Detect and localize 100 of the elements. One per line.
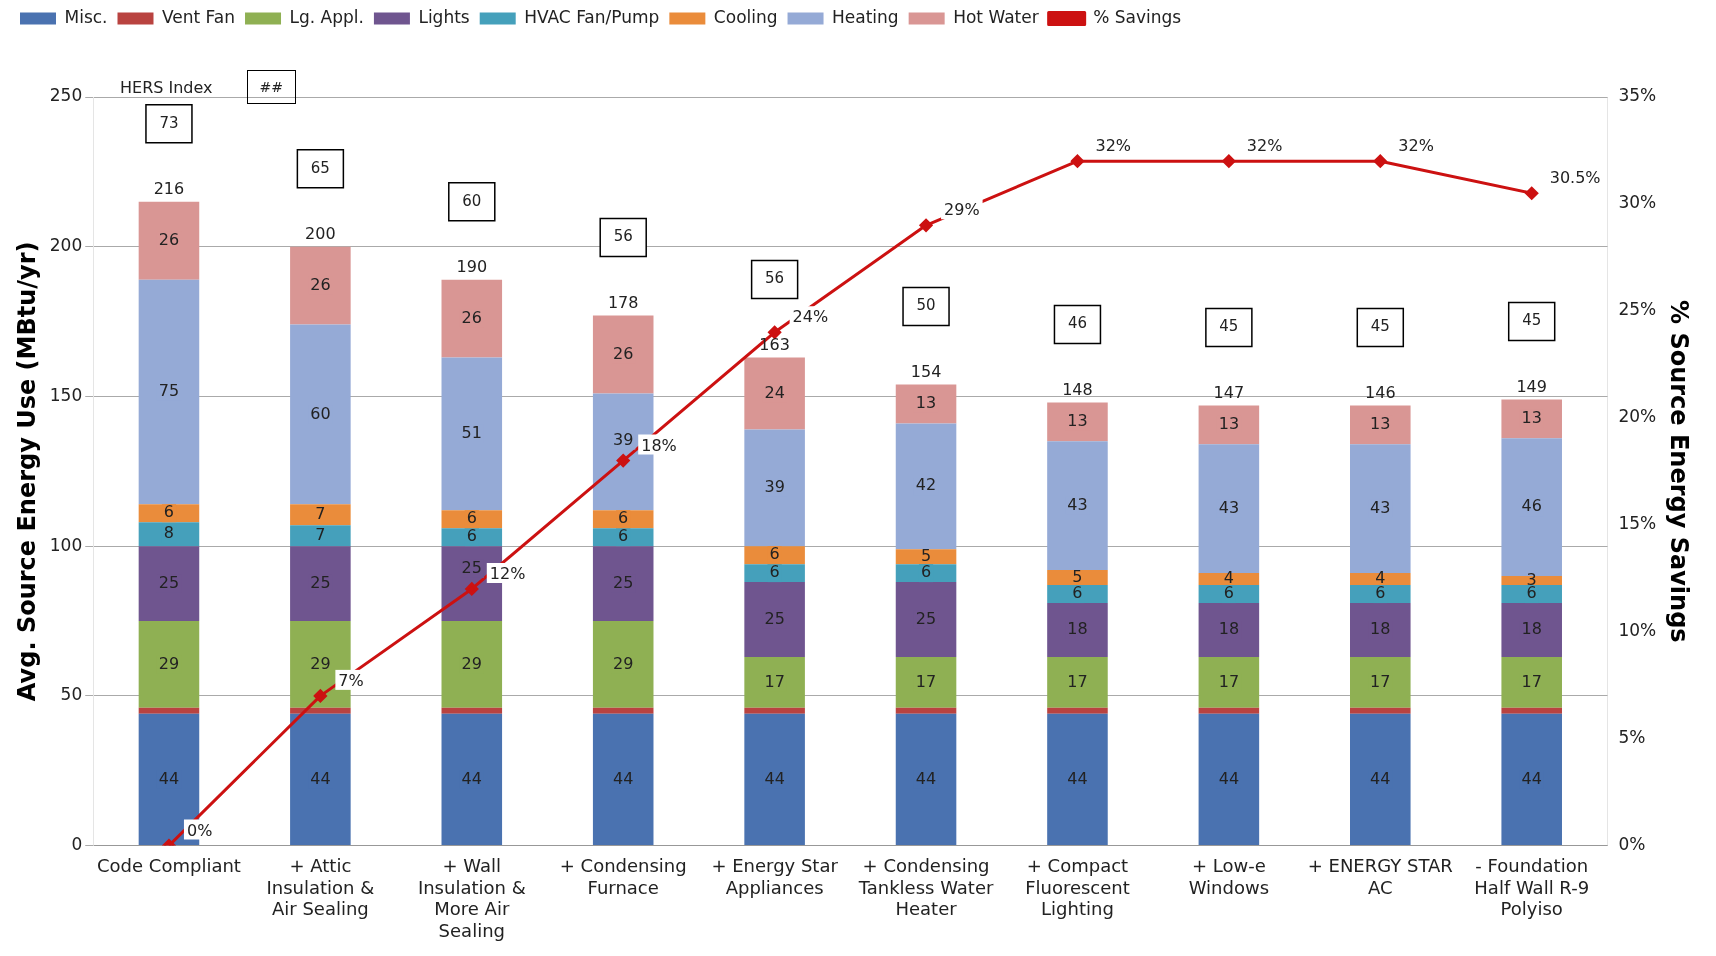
data-label: 39 [764, 476, 785, 496]
data-label: 7 [315, 524, 326, 544]
data-label: 44 [613, 768, 634, 788]
data-label: 25 [461, 558, 482, 578]
data-label: 60 [310, 403, 331, 423]
point [465, 582, 479, 596]
bar [744, 656, 805, 708]
bar [744, 582, 805, 657]
data-label: 7% [338, 671, 364, 691]
legend-label: % Savings [1093, 6, 1182, 27]
data-label: 29% [944, 200, 980, 220]
bar [290, 713, 351, 846]
data-label: 5 [920, 545, 932, 565]
annotation: 45 [1522, 311, 1542, 330]
point [768, 325, 782, 339]
legend-label: Hot Water [953, 6, 1039, 27]
data-label: 6 [618, 526, 629, 546]
data-label: 26 [310, 274, 331, 294]
bar [138, 621, 200, 708]
annotation: 73 [159, 113, 179, 132]
data-label: 43 [1370, 497, 1391, 517]
total-label: 200 [305, 223, 336, 243]
data-label: 44 [1067, 768, 1088, 788]
bar [592, 315, 654, 394]
total-label: 147 [1213, 382, 1245, 402]
bar [290, 246, 351, 325]
x-tick-label: + Compact Fluorescent Lighting [1025, 855, 1130, 920]
annotation: 45 [1219, 317, 1239, 336]
total-label: 148 [1062, 379, 1093, 399]
data-label: 51 [461, 423, 482, 443]
data-label: 13 [1521, 408, 1542, 428]
data-label: 6 [163, 502, 175, 522]
x-tick-label: + ENERGY STAR AC [1307, 855, 1453, 898]
point [313, 689, 327, 703]
total-label: 154 [910, 361, 942, 381]
legend-label: HVAC Fan/Pump [524, 6, 660, 27]
data-label: 44 [1521, 768, 1542, 788]
data-label: 17 [1521, 671, 1542, 691]
bar [1047, 713, 1108, 846]
data-label: 17 [764, 671, 785, 691]
data-label: 17 [1218, 671, 1240, 691]
bar [1198, 713, 1260, 846]
data-label: 44 [461, 768, 482, 788]
data-label: 26 [613, 343, 634, 363]
text: HERS Index [120, 77, 213, 97]
data-label: 43 [1067, 494, 1088, 514]
data-label: 29 [613, 653, 634, 673]
bar [1501, 713, 1562, 846]
data-label: 7 [315, 503, 326, 523]
total-label: 178 [607, 292, 639, 312]
y2-tick-label: 30% [1618, 192, 1657, 213]
data-label: 18 [1370, 619, 1391, 639]
data-label: 6 [1223, 583, 1234, 603]
bar [290, 546, 351, 622]
bar [1350, 713, 1411, 846]
y-tick-label: 250 [49, 85, 83, 106]
data-label: 13 [1218, 414, 1240, 434]
data-label: 8 [163, 523, 175, 543]
bar [441, 713, 503, 846]
total-label: 216 [153, 178, 185, 198]
data-label: 25 [915, 608, 937, 628]
annotation: 60 [462, 191, 482, 210]
data-label: 6 [1072, 583, 1083, 603]
bar [290, 707, 351, 714]
text: ## [246, 70, 297, 104]
bar [441, 357, 503, 511]
bar [1501, 603, 1562, 657]
data-label: 6 [618, 508, 629, 528]
data-label: 32% [1398, 136, 1434, 156]
data-label: 43 [1218, 497, 1240, 517]
data-label: 44 [1370, 768, 1391, 788]
y-tick-label: 50 [60, 684, 83, 705]
data-label: 12% [489, 564, 526, 584]
bar [592, 546, 654, 622]
point [1070, 154, 1084, 168]
bar [592, 707, 654, 714]
bar [1501, 707, 1562, 714]
annotation: 50 [916, 296, 936, 315]
x-tick-label: + Energy Star Appliances [711, 855, 839, 898]
point [1525, 186, 1539, 200]
bar [592, 713, 654, 846]
bar [441, 279, 503, 358]
data-label: 18 [1218, 619, 1240, 639]
data-label: 25 [764, 608, 785, 628]
data-label: 6 [769, 544, 780, 564]
bar [1501, 656, 1562, 708]
y2-tick-label: 10% [1618, 620, 1657, 641]
data-label: 24% [792, 307, 829, 327]
data-label: 42 [915, 475, 937, 495]
y-tick-label: 200 [49, 235, 83, 256]
data-label: 29 [310, 653, 331, 673]
data-label: 13 [1067, 411, 1088, 431]
data-label: 26 [461, 307, 482, 327]
total-label: 190 [456, 256, 488, 276]
data-label: 46 [1521, 496, 1542, 516]
data-label: 25 [158, 572, 180, 592]
data-label: 29 [461, 653, 482, 673]
legend-label: Cooling [713, 6, 778, 27]
x-tick-label: + Attic Insulation & Air Sealing [266, 855, 375, 920]
bar [1198, 707, 1260, 714]
